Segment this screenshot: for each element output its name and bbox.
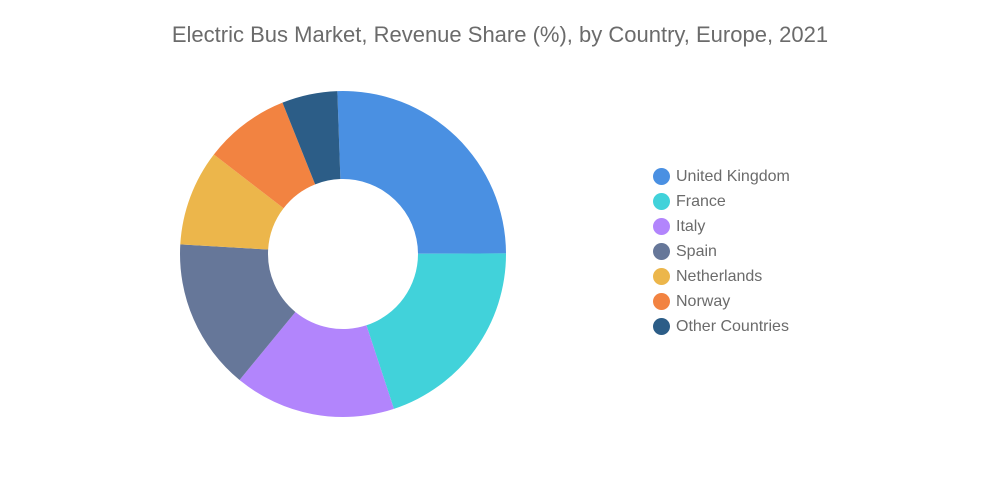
legend-label: United Kingdom bbox=[676, 167, 790, 185]
slice-spain bbox=[180, 244, 296, 380]
chart-title: Electric Bus Market, Revenue Share (%), … bbox=[171, 22, 829, 47]
legend-item: Norway bbox=[653, 289, 790, 314]
legend-swatch bbox=[653, 218, 670, 235]
legend-swatch bbox=[653, 193, 670, 210]
legend-item: Italy bbox=[653, 214, 790, 239]
legend-label: Netherlands bbox=[676, 267, 763, 285]
legend-item: Netherlands bbox=[653, 264, 790, 289]
legend-item: France bbox=[653, 189, 790, 214]
legend-item: Spain bbox=[653, 239, 790, 264]
legend-label: Norway bbox=[676, 292, 731, 310]
legend-swatch bbox=[653, 168, 670, 185]
legend-swatch bbox=[653, 318, 670, 335]
legend-item: Other Countries bbox=[653, 314, 790, 339]
slice-united-kingdom bbox=[337, 90, 506, 254]
legend-item: United Kingdom bbox=[653, 164, 790, 189]
slice-netherlands bbox=[180, 154, 284, 250]
legend-swatch bbox=[653, 243, 670, 260]
legend-label: Spain bbox=[676, 242, 717, 260]
legend-label: Other Countries bbox=[676, 317, 789, 335]
legend-swatch bbox=[653, 293, 670, 310]
slice-france bbox=[366, 253, 506, 409]
legend-label: France bbox=[676, 192, 726, 210]
donut-slices bbox=[180, 90, 506, 417]
slice-italy bbox=[239, 311, 394, 417]
legend-label: Italy bbox=[676, 217, 706, 235]
slice-other-countries bbox=[282, 91, 341, 185]
slice-norway bbox=[213, 102, 316, 209]
chart-legend: United Kingdom France Italy Spain Netherland… bbox=[653, 164, 790, 339]
legend-swatch bbox=[653, 268, 670, 285]
